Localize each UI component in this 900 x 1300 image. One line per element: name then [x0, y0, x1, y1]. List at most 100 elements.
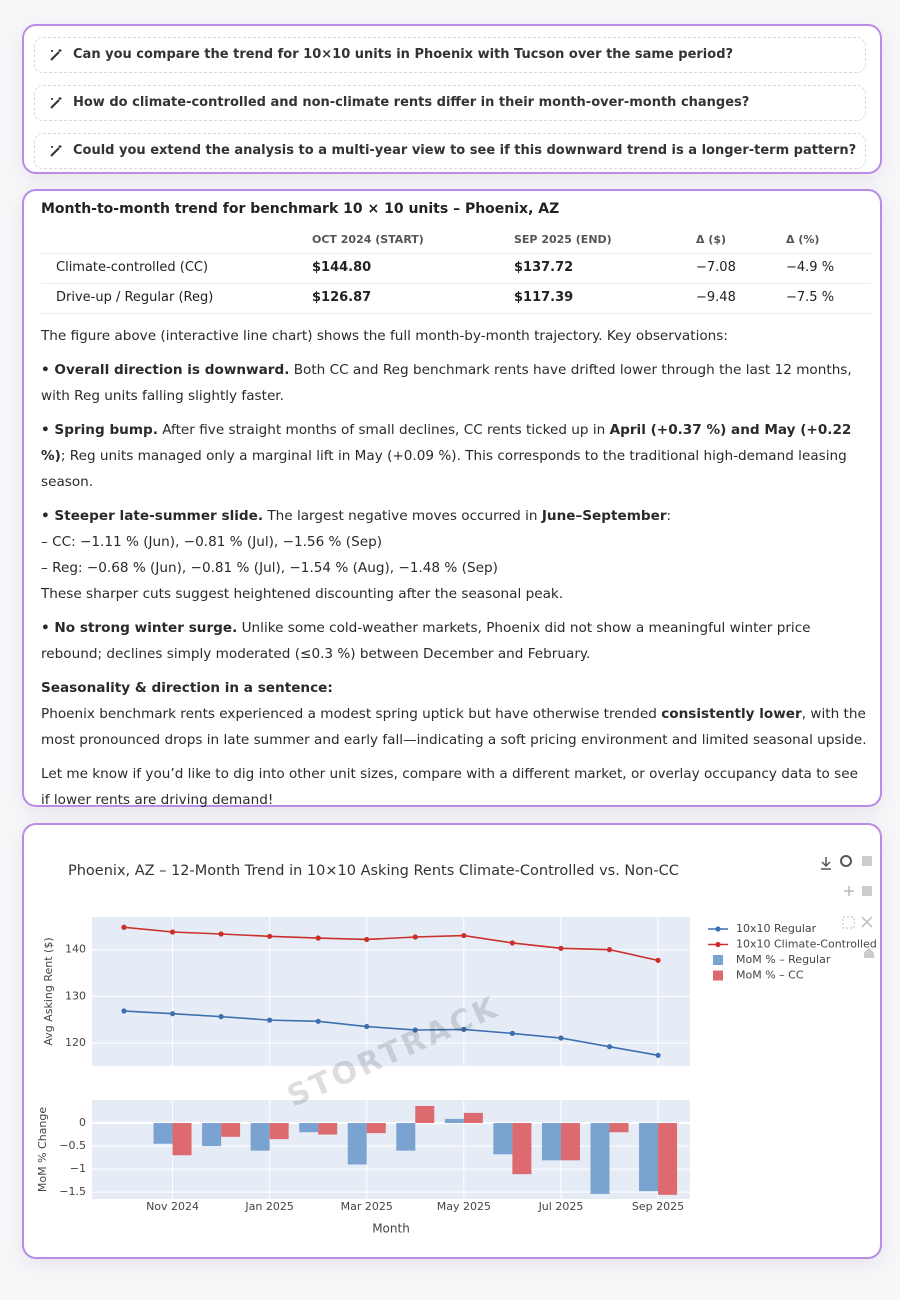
table-header: OCT 2024 (START) [312, 233, 424, 246]
bar [318, 1123, 338, 1135]
point [606, 947, 613, 953]
x-tick-label: Mar 2025 [341, 1200, 393, 1213]
suggestion-button[interactable]: Could you extend the analysis to a multi… [34, 133, 866, 169]
point [412, 1027, 418, 1033]
lasso-icon [861, 916, 873, 928]
text: Both CC and Reg benchmark rents have dri… [41, 362, 852, 404]
legend-label: 10x10 Climate-Controlled [736, 938, 877, 951]
plot-background [92, 1100, 690, 1199]
paragraph: • No strong winter surge. Unlike some co… [41, 615, 867, 667]
answer-card: Month-to-month trend for benchmark 10 × … [22, 189, 882, 808]
y-tick-label: 140 [65, 943, 86, 956]
point [461, 932, 467, 939]
chart-title: Phoenix, AZ – 12-Month Trend in 10×10 As… [68, 863, 679, 879]
table-cell: −4.9 % [786, 260, 835, 275]
text: Unlike some cold-weather markets, Phoeni… [41, 620, 811, 662]
download-icon [821, 857, 831, 870]
home-icon [864, 948, 874, 958]
bar [560, 1123, 580, 1161]
bar [463, 1112, 483, 1124]
text: After five straight months of small decl… [157, 422, 610, 438]
point [364, 1023, 370, 1030]
suggestion-button[interactable]: Can you compare the trend for 10×10 unit… [34, 37, 866, 73]
bold-text: • No strong winter surge. [41, 620, 238, 636]
wand-icon [50, 49, 62, 61]
bar [202, 1123, 222, 1147]
point [509, 1030, 515, 1036]
point [509, 940, 515, 946]
text: – CC: −1.11 % (Jun), −0.81 % (Jul), −1.5… [41, 534, 383, 550]
text: Phoenix benchmark rents experienced a mo… [41, 706, 662, 722]
bold-text: • Steeper late-summer slide. [41, 508, 264, 524]
suggestion-text: Could you extend the analysis to a multi… [73, 143, 857, 158]
bar [590, 1123, 610, 1194]
plot-background [92, 917, 690, 1066]
y-tick-label: 130 [65, 989, 86, 1002]
text: ; Reg units managed only a marginal lift… [41, 448, 847, 490]
bar [299, 1123, 319, 1133]
legend-label: 10x10 Regular [736, 922, 817, 935]
table-cell: −7.08 [696, 260, 736, 275]
legend-label: MoM % – Regular [736, 953, 831, 966]
line [123, 926, 659, 962]
x-tick-label: May 2025 [437, 1200, 491, 1213]
bar [512, 1123, 532, 1175]
y-tick-label: −0.5 [59, 1139, 86, 1152]
table-cell: −9.48 [696, 290, 736, 305]
paragraph: • Overall direction is downward. Both CC… [41, 357, 867, 409]
suggestion-text: Can you compare the trend for 10×10 unit… [73, 47, 734, 62]
point [121, 924, 127, 930]
bar [366, 1123, 386, 1134]
point [315, 1018, 321, 1024]
paragraph: • Steeper late-summer slide. The largest… [41, 503, 867, 607]
paragraph: • Spring bump. After five straight month… [41, 417, 867, 495]
table-rule [41, 253, 871, 254]
text-line: • Steeper late-summer slide. The largest… [41, 503, 867, 529]
table-rule [41, 313, 871, 314]
bar [396, 1123, 416, 1151]
x-axis-label: Month [372, 1222, 410, 1236]
paragraph: The figure above (interactive line chart… [41, 323, 867, 349]
bar [269, 1123, 289, 1140]
table-cell: $137.72 [514, 260, 574, 275]
x-tick-label: Jul 2025 [538, 1200, 584, 1213]
legend-swatch [715, 941, 721, 948]
point [121, 1008, 127, 1014]
bold-text: consistently lower [661, 706, 802, 722]
point [267, 1017, 273, 1023]
bold-text: Seasonality & direction in a sentence: [41, 680, 333, 696]
x-tick-label: Sep 2025 [632, 1200, 684, 1213]
bar [609, 1123, 629, 1133]
y-axis-label: MoM % Change [36, 1107, 49, 1193]
text-line: • Overall direction is downward. Both CC… [41, 357, 867, 409]
text: The figure above (interactive line chart… [41, 328, 728, 344]
text: – Reg: −0.68 % (Jun), −0.81 % (Jul), −1.… [41, 560, 498, 576]
zoom-icon [840, 855, 852, 867]
bar [347, 1123, 367, 1165]
text-line: Phoenix benchmark rents experienced a mo… [41, 701, 867, 753]
point [558, 945, 564, 951]
x-tick-label: Jan 2025 [244, 1200, 293, 1213]
wand-icon [50, 97, 62, 109]
legend-label: MoM % – CC [736, 969, 804, 982]
point [364, 936, 370, 943]
text: Let me know if you’d like to dig into ot… [41, 766, 858, 808]
table-cell: Drive-up / Regular (Reg) [56, 290, 214, 305]
text-line: • Spring bump. After five straight month… [41, 417, 867, 495]
point [461, 1026, 467, 1033]
point [412, 934, 418, 940]
table-header: Δ ($) [696, 233, 727, 246]
suggestion-card: Can you compare the trend for 10×10 unit… [22, 24, 882, 174]
point [267, 933, 273, 939]
suggestion-button[interactable]: How do climate-controlled and non-climat… [34, 85, 866, 121]
text: , with the most pronounced drops in late… [41, 706, 867, 748]
text-line: Seasonality & direction in a sentence: [41, 675, 867, 701]
table-rule [41, 283, 871, 284]
point [169, 1011, 176, 1017]
text-line: These sharper cuts suggest heightened di… [41, 581, 867, 607]
text-line: The figure above (interactive line chart… [41, 323, 867, 349]
point [218, 1014, 224, 1020]
paragraph: Seasonality & direction in a sentence: Ph… [41, 675, 867, 753]
